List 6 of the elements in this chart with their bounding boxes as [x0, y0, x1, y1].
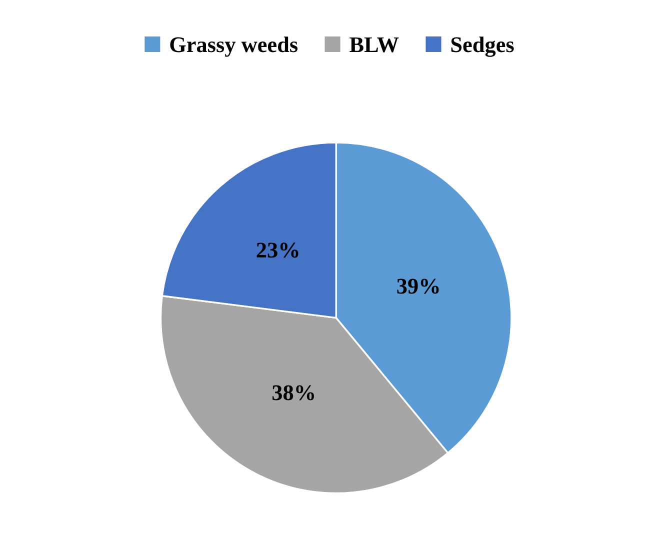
- data-label: 38%: [272, 385, 314, 400]
- data-label: 39%: [397, 278, 439, 294]
- legend-label: Grassy weeds: [170, 36, 298, 57]
- legend-label: Sedges: [451, 36, 514, 57]
- data-label: 23%: [256, 242, 298, 258]
- legend-label: BLW: [350, 37, 399, 52]
